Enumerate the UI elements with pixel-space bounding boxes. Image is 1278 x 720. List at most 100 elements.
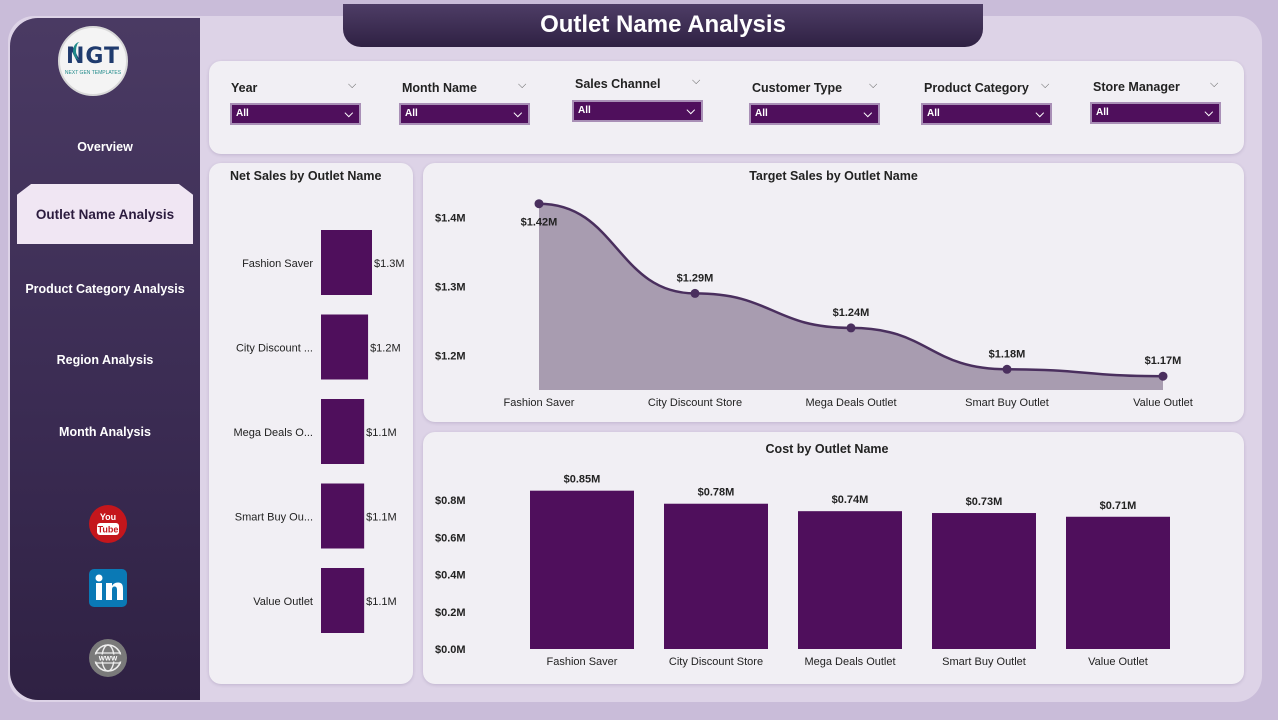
filter-label-customer-type: Customer Type: [752, 81, 843, 95]
x-tick-label: Mega Deals Outlet: [804, 656, 895, 668]
data-point: [846, 323, 856, 333]
data-label: $1.1M: [366, 596, 397, 608]
cost-card: Cost by Outlet Name $0.0M $0.2M $0.4M $0.6M…: [423, 432, 1244, 684]
category-label: Fashion Saver: [242, 258, 313, 270]
page-title: Outlet Name Analysis: [343, 4, 983, 47]
data-label: $1.1M: [366, 512, 397, 524]
data-point: [1158, 371, 1168, 381]
category-label: Smart Buy Ou...: [235, 512, 313, 524]
y-tick-label: $1.2M: [435, 351, 466, 363]
net-sales-chart: Fashion Saver $1.3M City Discount ... $1.2M…: [234, 230, 405, 633]
chevron-down-icon: ⌵: [513, 108, 522, 120]
chevron-down-icon: ⌵: [1204, 107, 1213, 119]
filter-store-manager-select[interactable]: All ⌵: [1090, 102, 1221, 124]
chevron-down-icon[interactable]: ⌵: [348, 79, 357, 91]
data-label: $0.78M: [698, 487, 735, 499]
x-tick-label: Smart Buy Outlet: [942, 656, 1026, 668]
data-label: $1.18M: [989, 348, 1026, 360]
data-label: $1.42M: [521, 217, 558, 229]
chevron-down-icon: ⌵: [863, 108, 872, 120]
data-label: $0.73M: [966, 496, 1003, 508]
chevron-down-icon[interactable]: ⌵: [869, 79, 878, 91]
y-tick-label: $1.4M: [435, 213, 466, 225]
nav-item-overview[interactable]: Overview: [77, 140, 133, 154]
target-sales-title: Target Sales by Outlet Name: [749, 169, 918, 183]
bar: [321, 399, 365, 464]
y-tick-label: $1.3M: [435, 282, 466, 294]
x-tick-label: City Discount Store: [669, 656, 763, 668]
bar: [932, 513, 1036, 649]
chevron-down-icon: ⌵: [686, 105, 695, 117]
chevron-down-icon[interactable]: ⌵: [1210, 78, 1219, 90]
bar: [321, 483, 365, 549]
x-tick-label: Value Outlet: [1088, 656, 1148, 668]
y-tick-label: $0.6M: [435, 532, 466, 544]
filter-customer-type-select[interactable]: All ⌵: [749, 103, 880, 125]
y-tick-label: $0.8M: [435, 495, 466, 507]
x-tick-label: City Discount Store: [648, 397, 742, 409]
category-label: Value Outlet: [253, 596, 313, 608]
x-tick-label: Smart Buy Outlet: [965, 397, 1049, 409]
filters-panel: Year ⌵ All ⌵ Month Name ⌵ All ⌵ Sales Chan…: [209, 61, 1244, 154]
filter-store-manager-value: All: [1096, 107, 1109, 118]
category-label: City Discount ...: [236, 343, 313, 355]
data-label: $1.29M: [677, 272, 714, 284]
target-sales-chart: $1.2M $1.3M $1.4M $1.42M Fashion Saver $1.29M…: [435, 199, 1193, 409]
filter-label-product-category: Product Category: [924, 81, 1029, 95]
filter-month-name-value: All: [405, 108, 418, 119]
x-tick-label: Fashion Saver: [547, 656, 618, 668]
youtube-icon[interactable]: You Tube: [88, 504, 128, 544]
category-label: Mega Deals O...: [234, 427, 313, 439]
nav-item-month-analysis[interactable]: Month Analysis: [59, 425, 151, 439]
filter-label-store-manager: Store Manager: [1093, 80, 1180, 94]
y-tick-label: $0.4M: [435, 570, 466, 582]
website-globe-icon[interactable]: WWW: [88, 638, 128, 678]
bar: [321, 230, 372, 295]
filter-customer-type-value: All: [755, 108, 768, 119]
cost-chart: $0.0M $0.2M $0.4M $0.6M $0.8M $0.85M Fashion S…: [435, 474, 1170, 668]
filter-product-category-value: All: [927, 108, 940, 119]
data-label: $0.71M: [1100, 500, 1137, 512]
y-tick-label: $0.2M: [435, 607, 466, 619]
filter-label-sales-channel: Sales Channel: [575, 77, 661, 91]
filter-year-select[interactable]: All ⌵: [230, 103, 361, 125]
chevron-down-icon[interactable]: ⌵: [692, 75, 701, 87]
data-label: $1.2M: [370, 343, 401, 355]
svg-text:Tube: Tube: [98, 525, 119, 535]
nav-item-region-analysis[interactable]: Region Analysis: [56, 353, 154, 367]
filter-label-year: Year: [231, 81, 258, 95]
chevron-down-icon[interactable]: ⌵: [1041, 79, 1050, 91]
logo-text: NGT: [65, 44, 121, 69]
linkedin-icon[interactable]: [88, 568, 128, 608]
nav-item-outlet-name-analysis[interactable]: Outlet Name Analysis: [17, 184, 193, 244]
x-tick-label: Value Outlet: [1133, 397, 1193, 409]
filter-sales-channel-select[interactable]: All ⌵: [572, 100, 703, 122]
cost-title: Cost by Outlet Name: [765, 442, 889, 456]
net-sales-title: Net Sales by Outlet Name: [230, 169, 382, 183]
x-tick-label: Mega Deals Outlet: [805, 397, 896, 409]
data-label: $1.3M: [374, 258, 405, 270]
y-tick-label: $0.0M: [435, 644, 466, 656]
filter-month-name-select[interactable]: All ⌵: [399, 103, 530, 125]
bar: [1066, 516, 1170, 649]
target-sales-card: Target Sales by Outlet Name $1.2M $1.3M $1…: [423, 163, 1244, 422]
x-tick-label: Fashion Saver: [504, 397, 575, 409]
svg-text:WWW: WWW: [99, 656, 118, 663]
logo-subtext: NEXT GEN TEMPLATES: [64, 70, 122, 76]
data-label: $1.17M: [1145, 355, 1182, 367]
net-sales-card: Net Sales by Outlet Name Fashion Saver $1…: [209, 163, 413, 684]
filter-product-category-select[interactable]: All ⌵: [921, 103, 1052, 125]
area-fill: [539, 203, 1163, 390]
data-point: [690, 288, 700, 298]
bar: [321, 568, 365, 633]
filter-label-month-name: Month Name: [402, 81, 477, 95]
data-label: $0.74M: [832, 494, 869, 506]
bar: [798, 511, 902, 649]
bar: [530, 490, 634, 649]
data-point: [1002, 364, 1012, 374]
nav-item-product-category-analysis[interactable]: Product Category Analysis: [25, 282, 185, 296]
data-point: [534, 199, 544, 209]
filter-sales-channel-value: All: [578, 105, 591, 116]
chevron-down-icon[interactable]: ⌵: [518, 79, 527, 91]
bar: [321, 314, 369, 380]
